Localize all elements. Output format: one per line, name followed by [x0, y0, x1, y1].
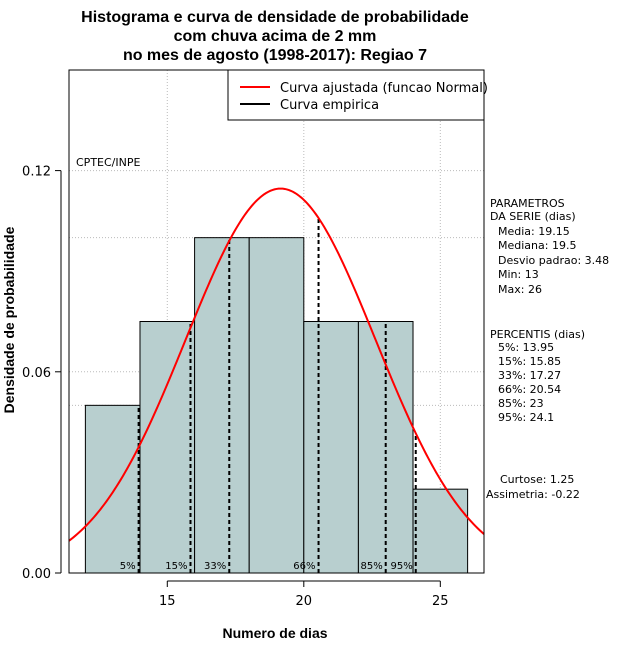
- percentile-15: 15%: 15.85: [498, 355, 561, 368]
- x-axis: 15 20 25: [159, 580, 449, 609]
- chart-title-line-3: no mes de agosto (1998-2017): Regiao 7: [123, 47, 427, 64]
- histogram-bar: [84, 404, 141, 574]
- y-axis-title: Densidade de probabilidade: [1, 226, 17, 413]
- percentile-66: 66%: 20.54: [498, 383, 561, 396]
- x-tick-label: 25: [432, 594, 449, 609]
- percentile-line-label: 33%: [204, 561, 226, 572]
- x-tick-label: 15: [159, 594, 176, 609]
- parameter-max: Max: 26: [498, 283, 542, 296]
- histogram-bar: [194, 237, 250, 574]
- parameter-sd: Desvio padrao: 3.48: [498, 254, 609, 267]
- parameters-heading-2: DA SERIE (dias): [490, 210, 576, 223]
- percentile-95: 95%: 24.1: [498, 411, 554, 424]
- percentile-line-label: 66%: [293, 561, 315, 572]
- normal-fit-curve: [68, 187, 485, 542]
- legend: Curva ajustada (funcao Normal) Curva emp…: [227, 69, 488, 121]
- legend-label-empirical: Curva empirica: [280, 98, 379, 113]
- statistics-panel: PARAMETROS DA SERIE (dias) Media: 19.15 …: [486, 197, 609, 501]
- parameter-median: Mediana: 19.5: [498, 239, 576, 252]
- percentile-line-label: 15%: [165, 561, 187, 572]
- legend-box: [227, 69, 485, 121]
- percentiles-heading: PERCENTIS (dias): [490, 328, 585, 341]
- x-tick-label: 20: [296, 594, 313, 609]
- y-axis: 0.00 0.06 0.12: [22, 165, 62, 582]
- histogram-bar: [248, 237, 305, 574]
- percentile-line-label: 5%: [120, 561, 136, 572]
- percentile-33: 33%: 17.27: [498, 369, 561, 382]
- percentile-line-label: 95%: [391, 561, 413, 572]
- histogram-bar: [139, 321, 196, 574]
- percentile-line-label: 85%: [360, 561, 382, 572]
- histogram-bar: [412, 488, 469, 574]
- y-tick-label: 0.12: [22, 165, 51, 180]
- parameter-min: Min: 13: [498, 268, 539, 281]
- x-axis-title: Numero de dias: [222, 625, 327, 641]
- legend-label-fit: Curva ajustada (funcao Normal): [280, 81, 488, 96]
- chart-title: Histograma e curva de densidade de proba…: [81, 9, 469, 64]
- y-tick-label: 0.06: [22, 366, 51, 381]
- parameter-mean: Media: 19.15: [498, 225, 570, 238]
- percentile-lines: [137, 218, 417, 573]
- skewness-value: Assimetria: -0.22: [486, 488, 580, 501]
- histogram-bar: [303, 321, 359, 574]
- percentile-85: 85%: 23: [498, 397, 544, 410]
- chart-title-line-1: Histograma e curva de densidade de proba…: [81, 9, 469, 26]
- credit-label: CPTEC/INPE: [76, 156, 140, 169]
- kurtosis-value: Curtose: 1.25: [500, 473, 574, 486]
- chart-title-line-2: com chuva acima de 2 mm: [174, 28, 377, 45]
- parameters-heading-1: PARAMETROS: [490, 197, 565, 210]
- histogram-bars: [84, 237, 469, 574]
- y-tick-label: 0.00: [22, 567, 51, 582]
- percentile-labels: 5% 15% 33% 66% 85% 95%: [120, 561, 413, 572]
- percentile-5: 5%: 13.95: [498, 341, 554, 354]
